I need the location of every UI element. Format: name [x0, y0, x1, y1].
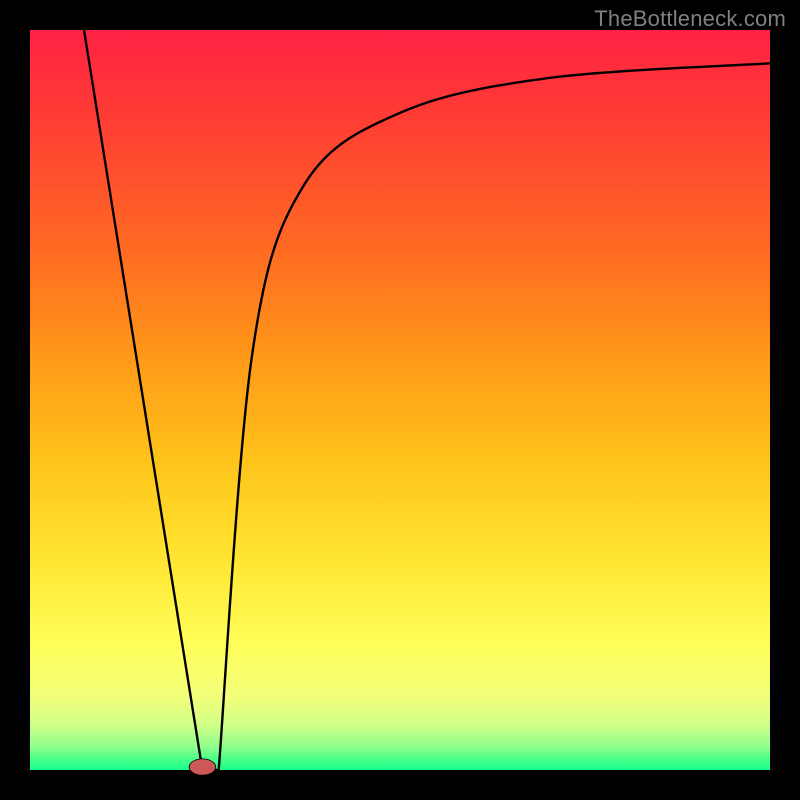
watermark-text: TheBottleneck.com: [594, 6, 786, 32]
bottleneck-chart: [0, 0, 800, 800]
minimum-marker: [189, 759, 216, 775]
plot-background: [30, 30, 770, 770]
